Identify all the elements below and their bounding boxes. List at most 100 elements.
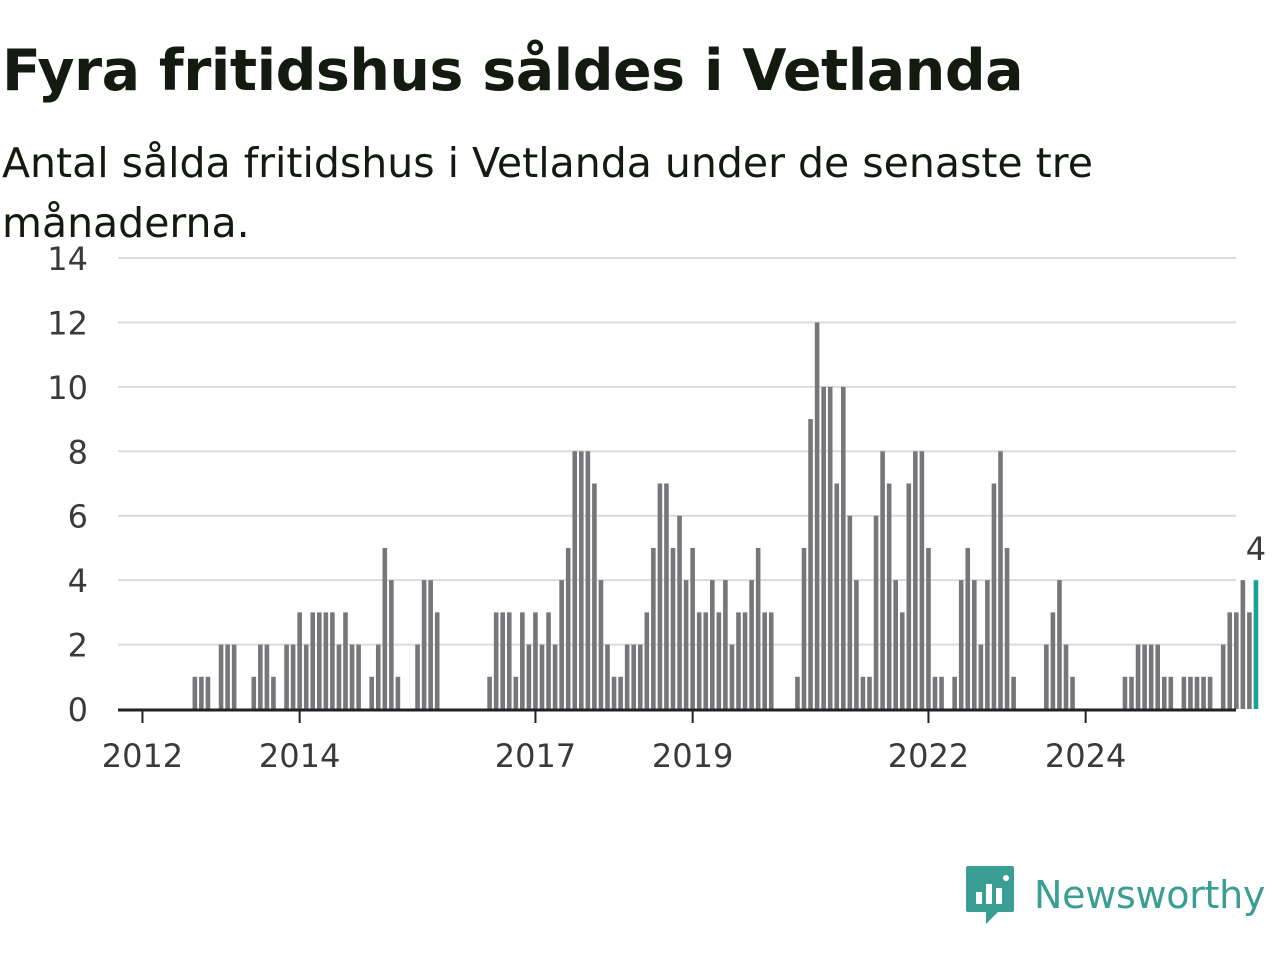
bar	[1188, 676, 1193, 709]
bar	[251, 676, 257, 709]
bar	[592, 483, 597, 709]
bar	[965, 547, 971, 709]
bar	[1122, 676, 1128, 709]
bar	[939, 676, 944, 709]
bar	[736, 612, 741, 709]
bar	[382, 547, 388, 709]
bar	[579, 451, 584, 709]
bar	[952, 676, 957, 709]
bar	[657, 483, 663, 709]
bar	[664, 483, 669, 709]
bar	[958, 580, 964, 709]
bar	[343, 612, 348, 709]
bar	[1155, 644, 1160, 709]
bar	[808, 419, 813, 709]
bar	[369, 676, 374, 709]
bar	[631, 644, 636, 709]
bar	[1207, 676, 1213, 709]
bar	[264, 644, 270, 709]
bar	[1227, 612, 1233, 709]
y-tick-label: 4	[68, 562, 88, 600]
bar	[205, 676, 211, 709]
chart-title: Fyra fritidshus såldes i Vetlanda	[2, 38, 1024, 104]
bar	[1234, 612, 1239, 709]
x-tick-label: 2017	[495, 737, 576, 775]
bar	[565, 547, 571, 709]
bar	[1129, 676, 1134, 709]
bar	[336, 644, 342, 709]
bar	[290, 644, 296, 709]
bar	[1247, 612, 1252, 709]
x-tick-label: 2024	[1045, 737, 1126, 775]
bar	[1220, 644, 1226, 709]
bar	[637, 644, 643, 709]
bar	[618, 676, 623, 709]
bar	[1044, 644, 1049, 709]
bar	[919, 451, 925, 709]
bar	[795, 676, 800, 709]
bar	[375, 644, 381, 709]
bar	[585, 451, 591, 709]
bar	[827, 386, 833, 709]
bar	[1142, 644, 1147, 709]
bar	[1070, 676, 1075, 709]
bar	[605, 644, 610, 709]
bar	[729, 644, 735, 709]
bar	[303, 644, 309, 709]
bar	[356, 644, 361, 709]
bar	[415, 644, 420, 709]
x-tick-label: 2014	[259, 737, 340, 775]
bar	[552, 644, 558, 709]
y-tick-label: 0	[68, 691, 88, 729]
bar	[487, 676, 492, 709]
bar	[533, 612, 538, 709]
bar	[1168, 676, 1174, 709]
bar	[1050, 612, 1056, 709]
bar	[572, 451, 578, 709]
bar	[539, 644, 545, 709]
bar	[323, 612, 329, 709]
x-tick-label: 2019	[652, 737, 733, 775]
bar	[297, 612, 302, 709]
bar	[218, 644, 224, 709]
bar	[389, 580, 394, 709]
bar	[598, 580, 604, 709]
bar	[703, 612, 709, 709]
bar	[199, 676, 204, 709]
bar	[258, 644, 263, 709]
bar	[1161, 676, 1167, 709]
y-tick-label: 6	[68, 498, 88, 536]
bar	[651, 547, 656, 709]
bar	[985, 580, 990, 709]
bar	[670, 547, 676, 709]
bar	[1201, 676, 1206, 709]
bar	[1240, 580, 1246, 709]
logo-text: Newsworthy	[1034, 873, 1266, 917]
bar	[513, 676, 519, 709]
bar	[1057, 580, 1062, 709]
newsworthy-logo[interactable]: Newsworthy	[964, 864, 1265, 926]
bar	[546, 612, 551, 709]
bar	[500, 612, 505, 709]
bar	[854, 580, 859, 709]
bar	[716, 612, 722, 709]
y-tick-label: 10	[47, 369, 88, 407]
bar	[317, 612, 322, 709]
bar	[1004, 547, 1010, 709]
bar	[723, 580, 728, 709]
bar	[814, 322, 820, 709]
bar	[395, 676, 401, 709]
bar	[860, 676, 866, 709]
bar	[421, 580, 427, 709]
bar	[801, 547, 807, 709]
bar	[310, 612, 316, 709]
bar	[644, 612, 650, 709]
bar	[991, 483, 997, 709]
bar-highlight	[1253, 580, 1259, 709]
y-tick-label: 12	[47, 304, 88, 342]
bar	[526, 644, 532, 709]
y-tick-label: 14	[47, 240, 88, 278]
x-tick-label: 2012	[102, 737, 183, 775]
bar	[349, 644, 355, 709]
bar	[762, 612, 767, 709]
